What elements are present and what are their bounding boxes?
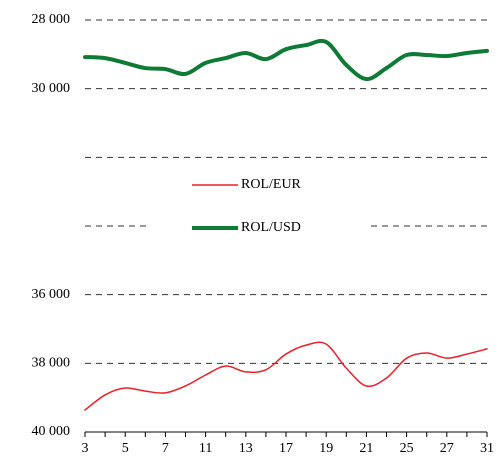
x-tick-label: 31 <box>480 441 494 456</box>
y-tick-label: 30 000 <box>32 81 71 96</box>
x-tick-label: 3 <box>82 441 89 456</box>
line-series <box>83 38 489 82</box>
x-tick-label: 25 <box>400 441 414 456</box>
x-tick-label: 11 <box>199 441 212 456</box>
legend-label: ROL/EUR <box>241 177 302 192</box>
y-tick-label: 28 000 <box>32 12 71 27</box>
x-tick-label: 13 <box>239 441 253 456</box>
legend-box <box>150 168 368 246</box>
legend-label: ROL/USD <box>241 220 301 235</box>
y-tick-label: 38 000 <box>32 356 71 371</box>
x-tick-label: 19 <box>319 441 333 456</box>
x-tick-label: 5 <box>122 441 129 456</box>
x-tick-label: 7 <box>162 441 169 456</box>
x-tick-label: 27 <box>440 441 454 456</box>
y-tick-label: 40 000 <box>32 424 71 439</box>
line-series <box>84 341 488 411</box>
x-tick-label: 17 <box>279 441 293 456</box>
plot: 28 000 30 000 36 000 38 000 40 000 3 5 7 11 13 17 1… <box>32 12 495 456</box>
y-tick-label: 36 000 <box>32 287 71 302</box>
x-tick-label: 21 <box>359 441 373 456</box>
